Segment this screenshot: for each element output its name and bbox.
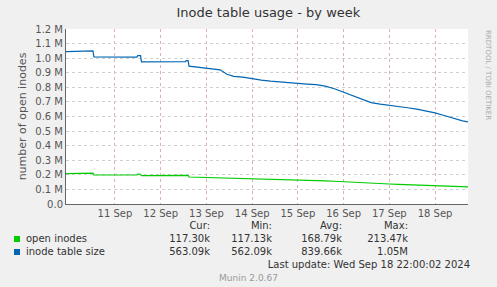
svg-text:12 Sep: 12 Sep — [143, 208, 178, 219]
html-text:Max:: Max: — [384, 220, 408, 231]
html-text:Min:: Min: — [250, 220, 272, 231]
html-text:inode table size: inode table size — [26, 246, 105, 257]
svg-text:13 Sep: 13 Sep — [189, 208, 224, 219]
svg-text:number of open inodes: number of open inodes — [16, 52, 29, 180]
html-text:168.79k: 168.79k — [301, 233, 342, 244]
svg-text:1.0 M: 1.0 M — [35, 53, 63, 64]
svg-text:Inode table usage - by week: Inode table usage - by week — [176, 5, 360, 20]
html-text:213.47k: 213.47k — [367, 233, 408, 244]
html-text:Avg:: Avg: — [320, 220, 342, 231]
html-text:1.05M: 1.05M — [377, 246, 408, 257]
svg-text:1.1 M: 1.1 M — [35, 38, 63, 49]
svg-text:0.1 M: 0.1 M — [35, 184, 63, 195]
svg-text:0.7 M: 0.7 M — [35, 96, 63, 107]
html-text:839.66k: 839.66k — [301, 246, 342, 257]
html-text:Munin 2.0.67: Munin 2.0.67 — [219, 273, 278, 283]
html-text:117.13k: 117.13k — [231, 233, 272, 244]
svg-text:0.3 M: 0.3 M — [35, 155, 63, 166]
svg-text:15 Sep: 15 Sep — [280, 208, 315, 219]
svg-text:0.8 M: 0.8 M — [35, 82, 63, 93]
svg-text:1.2 M: 1.2 M — [35, 24, 63, 35]
html-text:562.09k: 562.09k — [231, 246, 272, 257]
svg-text:0.4 M: 0.4 M — [35, 140, 63, 151]
html-text:RRDTOOL / TOBI OETIKER: RRDTOOL / TOBI OETIKER — [484, 30, 492, 121]
svg-text:16 Sep: 16 Sep — [326, 208, 361, 219]
svg-text:17 Sep: 17 Sep — [372, 208, 407, 219]
svg-text:18 Sep: 18 Sep — [418, 208, 453, 219]
html-text:open inodes: open inodes — [26, 233, 88, 244]
svg-text:0.9 M: 0.9 M — [35, 67, 63, 78]
html-text:Last update: Wed Sep 18 22:00:: Last update: Wed Sep 18 22:00:02 2024 — [267, 259, 470, 270]
svg-text:0.6 M: 0.6 M — [35, 111, 63, 122]
svg-text:0.2 M: 0.2 M — [35, 169, 63, 180]
svg-text:0.5 M: 0.5 M — [35, 126, 63, 137]
html-text:117.30k: 117.30k — [169, 233, 210, 244]
svg-text:0.0: 0.0 — [47, 199, 63, 210]
svg-text:14 Sep: 14 Sep — [235, 208, 270, 219]
html-text:Cur:: Cur: — [189, 220, 210, 231]
html-text:563.09k: 563.09k — [169, 246, 210, 257]
svg-text:11 Sep: 11 Sep — [98, 208, 133, 219]
